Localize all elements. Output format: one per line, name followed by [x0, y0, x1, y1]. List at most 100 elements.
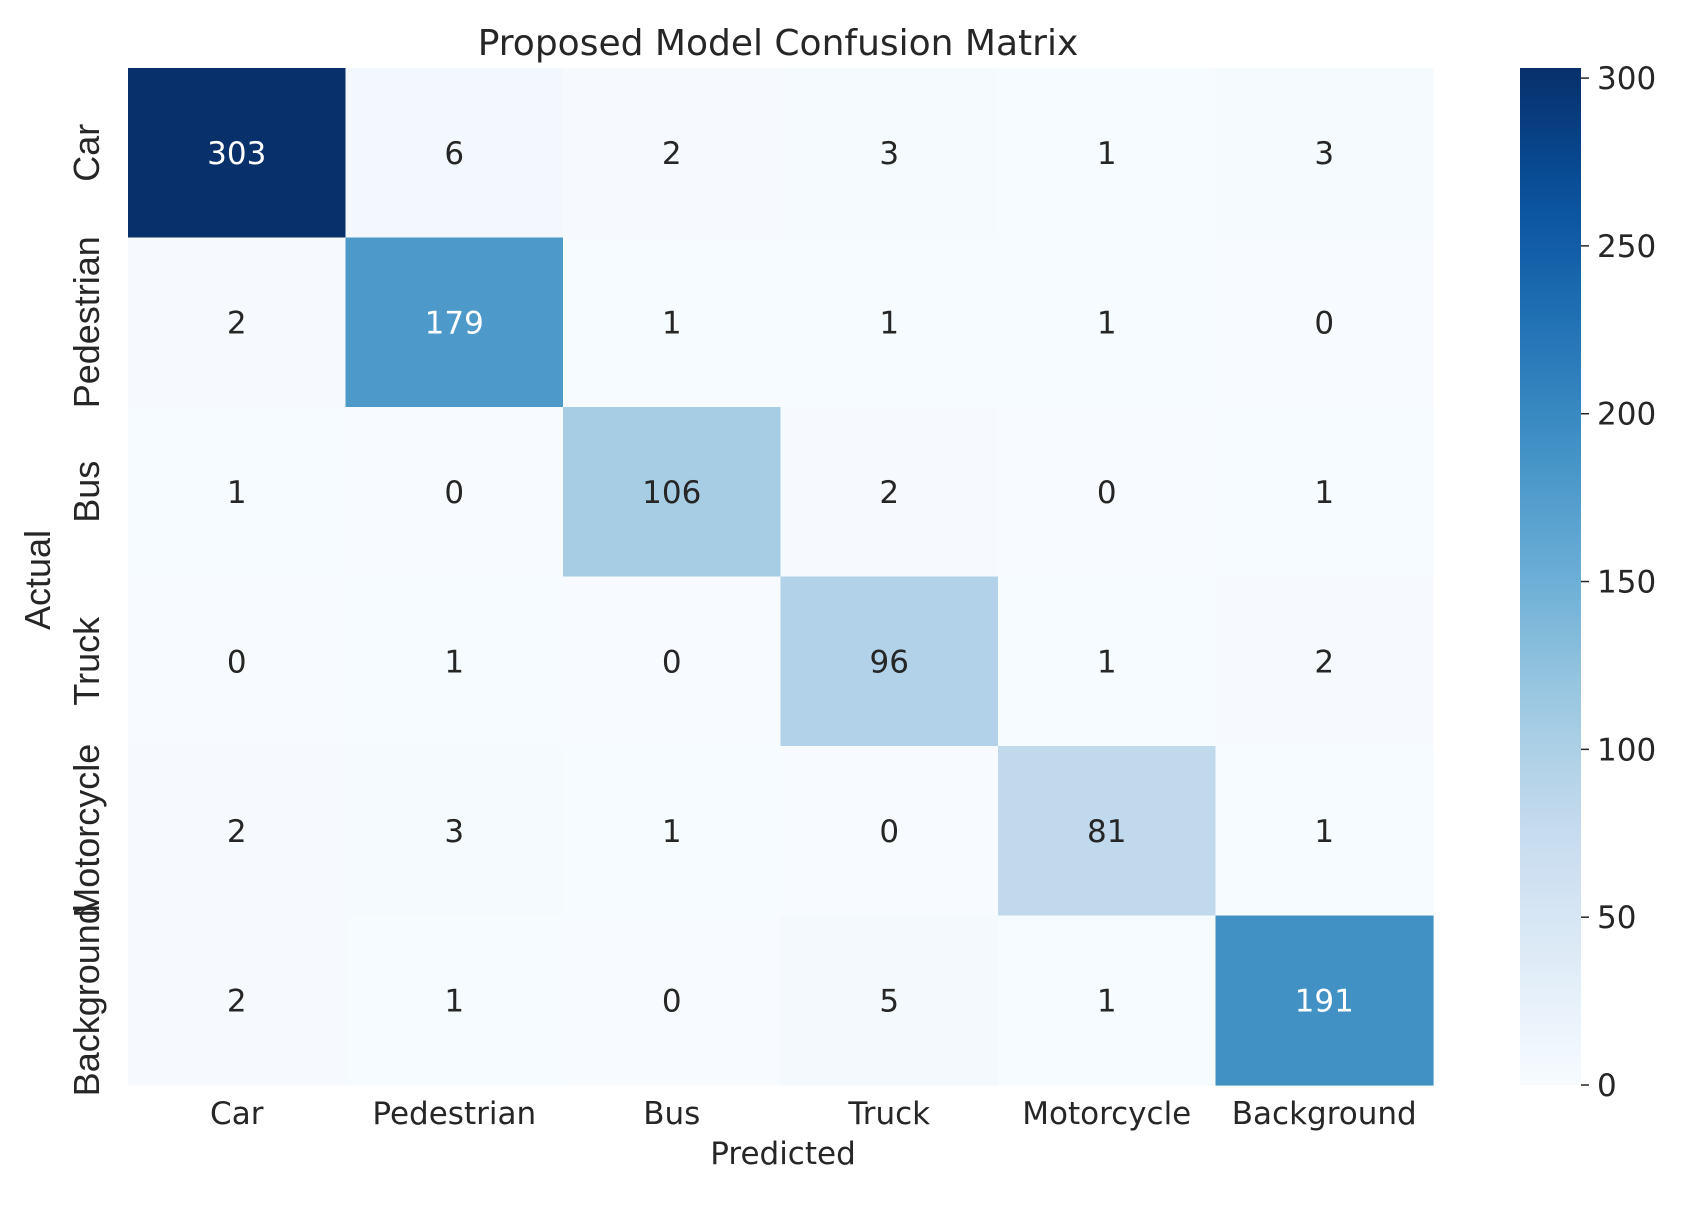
heatmap-cell: [998, 915, 1217, 1086]
y-tick-labels: Car Pedestrian Bus Truck MotorcycleBackgroun…: [66, 124, 107, 1097]
heatmap-cell: [1215, 237, 1434, 408]
cell-value-label: 2: [227, 814, 247, 850]
cell-value-label: 3: [444, 814, 464, 850]
heatmap-cell: [128, 407, 347, 578]
heatmap-cell: [563, 915, 782, 1086]
heatmap-cell: [563, 407, 782, 578]
cell-value-label: 2: [227, 983, 247, 1019]
cell-value-label: 96: [870, 644, 909, 680]
y-tick-label: Motorcycle: [66, 744, 107, 918]
heatmap-cell: [345, 68, 564, 239]
cell-value-label: 0: [662, 983, 682, 1019]
heatmap-cell: [345, 407, 564, 578]
cell-value-label: 2: [1314, 644, 1334, 680]
heatmap-cell: [563, 237, 782, 408]
heatmap-cell: [128, 576, 347, 747]
heatmap-cell: [998, 746, 1217, 917]
cell-value-label: 0: [227, 644, 247, 680]
x-tick-label: Motorcycle: [1022, 1096, 1191, 1132]
x-tick-label: Car: [210, 1096, 264, 1132]
x-tick-label: Pedestrian: [372, 1096, 536, 1132]
y-tick-label: Pedestrian: [66, 236, 107, 408]
heatmap-cell: [780, 237, 999, 408]
cell-value-label: 1: [1097, 983, 1117, 1019]
x-tick-label: Background: [1232, 1096, 1417, 1132]
heatmap-cell: [563, 68, 782, 239]
colorbar-tick-label: 50: [1597, 900, 1636, 936]
chart-title: Proposed Model Confusion Matrix: [478, 23, 1079, 64]
cell-value-label: 2: [879, 475, 899, 511]
heatmap-cell: [1215, 915, 1434, 1086]
cell-value-label: 5: [879, 983, 899, 1019]
heatmap-cell: [345, 237, 564, 408]
x-tick-labels: Car Pedestrian Bus Truck Motorcycle Backgroun…: [210, 1096, 1417, 1132]
y-axis-label: Actual: [17, 530, 58, 630]
heatmap-cell: [1215, 407, 1434, 578]
colorbar-tick-label: 200: [1597, 397, 1656, 433]
heatmap-cell: [1215, 576, 1434, 747]
colorbar-tick-label: 100: [1597, 732, 1656, 768]
heatmap-cells: 303 6 2 3 1 3 2 179 1 1 1 0 1 0 106 2 0 1 0 1 0 96 1 2 2 3 1 0 81 1 2 1…: [128, 68, 1434, 1086]
colorbar-tick-label: 300: [1597, 61, 1656, 97]
heatmap-cell: [998, 68, 1217, 239]
cell-value-label: 0: [662, 644, 682, 680]
cell-value-label: 106: [642, 475, 701, 511]
colorbar-tick-label: 150: [1597, 565, 1656, 601]
cell-value-label: 0: [1314, 305, 1334, 341]
heatmap-cell: [345, 746, 564, 917]
cell-value-label: 303: [207, 136, 266, 172]
heatmap-cell: [780, 68, 999, 239]
heatmap-cell: [563, 576, 782, 747]
heatmap-cell: [1215, 68, 1434, 239]
heatmap-cell: [345, 576, 564, 747]
cell-value-label: 0: [444, 475, 464, 511]
colorbar-tick-label: 0: [1597, 1068, 1617, 1104]
y-tick-label: Bus: [66, 461, 107, 523]
cell-value-label: 0: [1097, 475, 1117, 511]
cell-value-label: 1: [662, 305, 682, 341]
cell-value-label: 6: [444, 136, 464, 172]
cell-value-label: 1: [1097, 644, 1117, 680]
colorbar-ticks: 0 50 100 150 200 250 300: [1581, 61, 1656, 1104]
cell-value-label: 0: [879, 814, 899, 850]
x-axis-label: Predicted: [710, 1136, 856, 1172]
heatmap-cell: [780, 915, 999, 1086]
heatmap-cell: [345, 915, 564, 1086]
cell-value-label: 1: [1314, 475, 1334, 511]
heatmap-cell: [780, 407, 999, 578]
colorbar: [1520, 68, 1581, 1085]
heatmap-cell: [780, 576, 999, 747]
cell-value-label: 191: [1295, 983, 1354, 1019]
colorbar-tick-label: 250: [1597, 229, 1656, 265]
heatmap-cell: [780, 746, 999, 917]
cell-value-label: 3: [1314, 136, 1334, 172]
cell-value-label: 1: [227, 475, 247, 511]
cell-value-label: 1: [444, 983, 464, 1019]
cell-value-label: 2: [662, 136, 682, 172]
cell-value-label: 2: [227, 305, 247, 341]
heatmap-cell: [998, 237, 1217, 408]
heatmap-cell: [1215, 746, 1434, 917]
y-tick-label: Truck: [66, 616, 107, 706]
x-tick-label: Truck: [847, 1096, 930, 1132]
cell-value-label: 1: [879, 305, 899, 341]
cell-value-label: 1: [1314, 814, 1334, 850]
heatmap-cell: [128, 68, 347, 239]
x-tick-label: Bus: [643, 1096, 700, 1132]
heatmap-cell: [998, 407, 1217, 578]
cell-value-label: 179: [425, 305, 484, 341]
y-tick-label: Car: [66, 124, 107, 182]
heatmap-cell: [998, 576, 1217, 747]
cell-value-label: 1: [444, 644, 464, 680]
cell-value-label: 1: [1097, 305, 1117, 341]
cell-value-label: 81: [1087, 814, 1126, 850]
heatmap-cell: [128, 237, 347, 408]
cell-value-label: 1: [1097, 136, 1117, 172]
cell-value-label: 3: [879, 136, 899, 172]
heatmap-cell: [128, 915, 347, 1086]
heatmap-cell: [563, 746, 782, 917]
heatmap-cell: [128, 746, 347, 917]
colorbar-gradient: [1520, 68, 1581, 1085]
cell-value-label: 1: [662, 814, 682, 850]
